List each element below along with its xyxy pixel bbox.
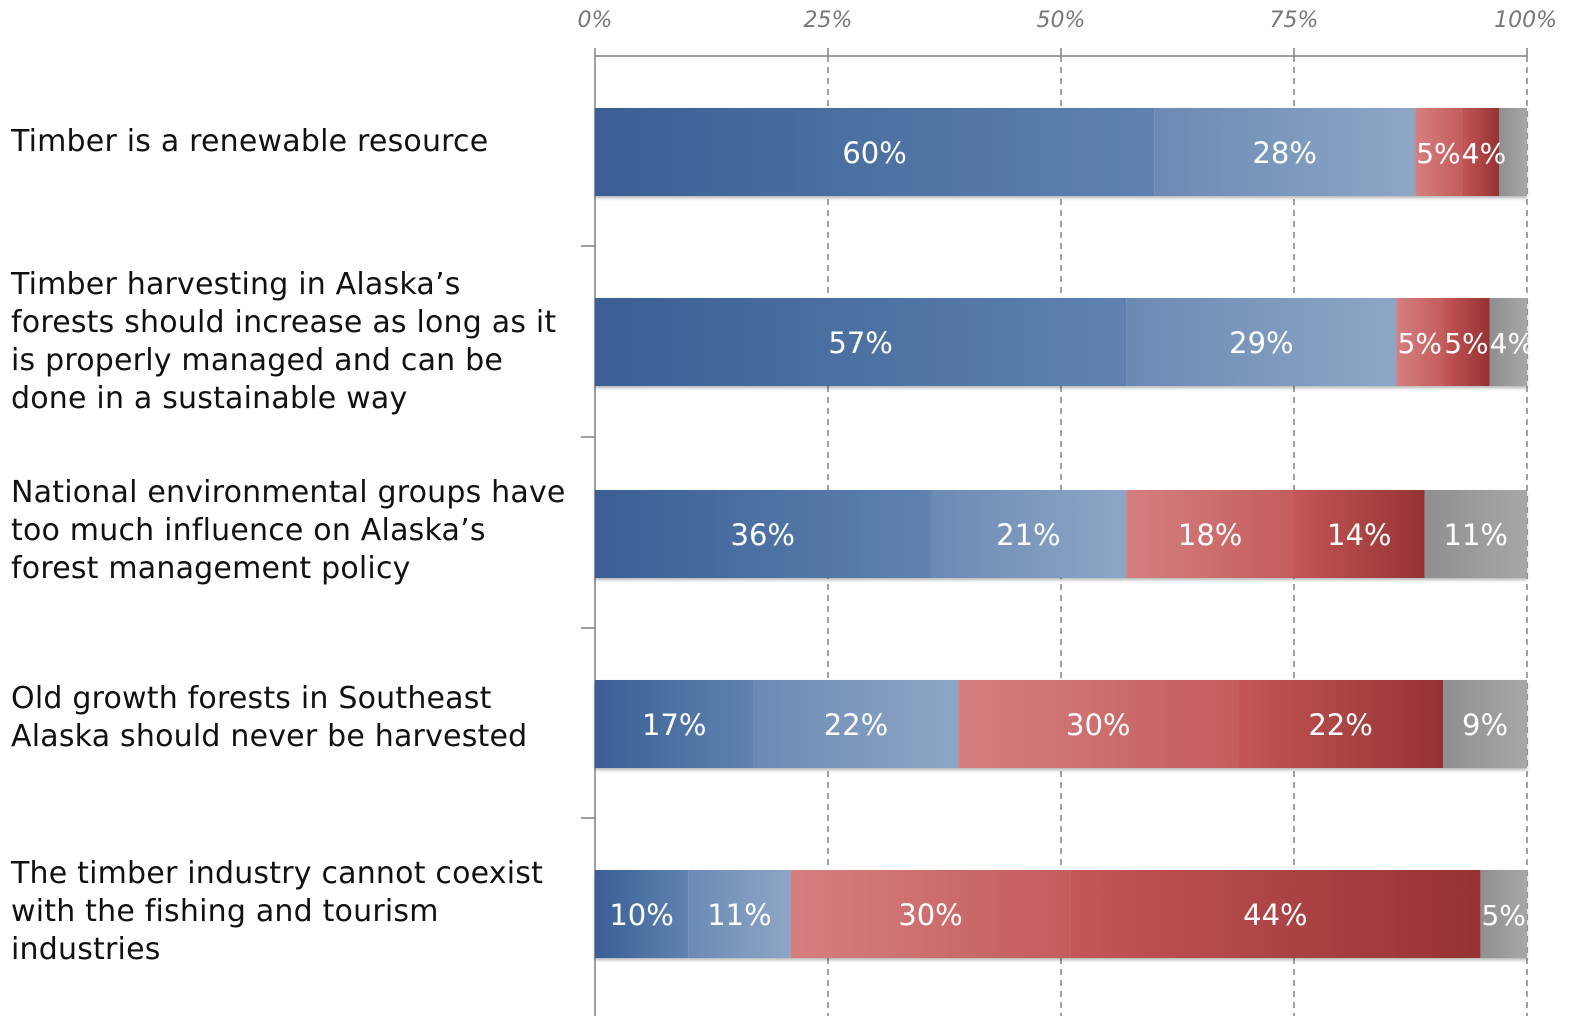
bar-segment bbox=[1126, 298, 1397, 386]
x-tick-label: 75% bbox=[1270, 8, 1319, 33]
data-label: 30% bbox=[1066, 708, 1130, 742]
data-label: 5% bbox=[1398, 327, 1442, 360]
bar-segment bbox=[1070, 870, 1481, 958]
data-label: 4% bbox=[1462, 137, 1506, 170]
bar-segment bbox=[930, 490, 1127, 578]
category-label: Timber is a renewable resource bbox=[11, 124, 489, 159]
x-axis: 0% 25% 50% 75% 100% bbox=[578, 8, 1557, 57]
data-label: 9% bbox=[1462, 708, 1508, 742]
data-labels: 60% 28% 5% 4%57% 29% 5% 5% 4%36% 21% 18% 14% 11%17%… bbox=[609, 136, 1534, 932]
bars bbox=[595, 108, 1527, 958]
data-label: 57% bbox=[828, 326, 892, 360]
data-label: 5% bbox=[1444, 327, 1488, 360]
bar-segment bbox=[790, 870, 1071, 958]
category-label: National environmental groups have too m… bbox=[11, 475, 566, 586]
data-label: 14% bbox=[1327, 518, 1391, 552]
data-label: 17% bbox=[642, 708, 706, 742]
data-label: 4% bbox=[1490, 327, 1534, 360]
data-label: 30% bbox=[898, 898, 962, 932]
data-label: 5% bbox=[1481, 899, 1525, 932]
bar-segment bbox=[1154, 108, 1416, 196]
bar-segment bbox=[1443, 298, 1490, 386]
data-label: 29% bbox=[1229, 326, 1293, 360]
bar-segment bbox=[753, 680, 959, 768]
data-label: 36% bbox=[731, 518, 795, 552]
bar-segment bbox=[1489, 298, 1527, 386]
bar-segment bbox=[1443, 680, 1527, 768]
bar-segment bbox=[688, 870, 791, 958]
bar-segment bbox=[1480, 870, 1527, 958]
bar-segment bbox=[595, 298, 1127, 386]
bar-row bbox=[595, 680, 1527, 768]
bar-segment bbox=[958, 680, 1239, 768]
bar-segment bbox=[595, 108, 1155, 196]
data-label: 11% bbox=[707, 898, 771, 932]
category-label: Timber harvesting in Alaska’s forests sh… bbox=[11, 267, 557, 416]
bar-segment bbox=[1238, 680, 1444, 768]
bar-segment bbox=[1499, 108, 1527, 196]
bar-row bbox=[595, 108, 1527, 196]
bar-row bbox=[595, 298, 1527, 386]
bar-segment bbox=[595, 870, 689, 958]
data-label: 10% bbox=[609, 898, 673, 932]
category-label: The timber industry cannot coexist with … bbox=[11, 856, 544, 967]
category-label: Old growth forests in Southeast Alaska s… bbox=[11, 681, 528, 754]
gridlines bbox=[827, 56, 1528, 1016]
data-label: 60% bbox=[842, 136, 906, 170]
x-tick-label: 100% bbox=[1494, 8, 1557, 33]
y-axis bbox=[581, 56, 596, 1016]
bar-row bbox=[595, 870, 1527, 958]
bar-segment bbox=[1294, 490, 1425, 578]
data-label: 21% bbox=[996, 518, 1060, 552]
data-label: 11% bbox=[1444, 518, 1508, 552]
x-tick-label: 0% bbox=[578, 8, 613, 33]
bar-segment bbox=[1126, 490, 1294, 578]
x-tick-label: 25% bbox=[804, 8, 853, 33]
data-label: 28% bbox=[1252, 136, 1316, 170]
data-label: 44% bbox=[1243, 898, 1307, 932]
data-label: 22% bbox=[1308, 708, 1372, 742]
data-label: 22% bbox=[824, 708, 888, 742]
bar-segment bbox=[1461, 108, 1500, 196]
data-label: 18% bbox=[1178, 518, 1242, 552]
bar-segment bbox=[595, 680, 754, 768]
bar-row bbox=[595, 490, 1527, 578]
bar-segment bbox=[1396, 298, 1444, 386]
data-label: 5% bbox=[1416, 137, 1460, 170]
bar-segment bbox=[1424, 490, 1527, 578]
x-tick-label: 50% bbox=[1037, 8, 1086, 33]
bar-segment bbox=[1415, 108, 1462, 196]
bar-segment bbox=[595, 490, 931, 578]
